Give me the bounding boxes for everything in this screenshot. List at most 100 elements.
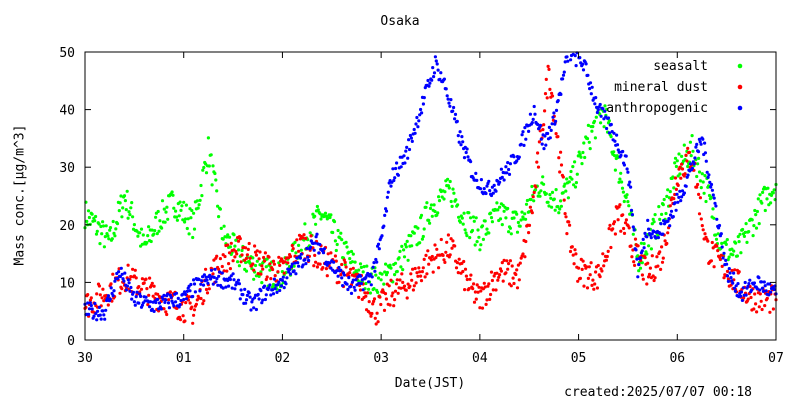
data-point <box>202 299 206 303</box>
data-point <box>437 195 441 199</box>
data-point <box>448 253 452 257</box>
data-point <box>673 176 678 180</box>
data-point <box>677 152 681 156</box>
data-point <box>578 153 582 157</box>
data-point <box>86 209 91 213</box>
data-point <box>544 192 548 196</box>
data-point <box>554 132 558 136</box>
data-point <box>592 287 596 291</box>
data-point <box>174 209 178 213</box>
data-point <box>754 226 759 230</box>
data-point <box>649 247 654 251</box>
data-point <box>436 211 440 215</box>
data-point <box>484 191 488 196</box>
data-point <box>196 206 200 210</box>
data-point <box>667 217 671 221</box>
data-point <box>737 240 741 244</box>
data-point <box>230 286 234 290</box>
data-point <box>435 247 439 251</box>
data-point <box>376 242 381 246</box>
data-point <box>405 296 409 300</box>
plot-frame <box>84 51 777 341</box>
data-point <box>431 66 435 70</box>
data-point <box>732 249 736 253</box>
data-point <box>404 149 408 153</box>
data-point <box>504 271 508 275</box>
data-point <box>383 292 388 296</box>
data-point <box>244 298 249 302</box>
data-point <box>255 249 259 253</box>
data-point <box>428 81 432 85</box>
data-point <box>574 252 578 256</box>
data-point <box>219 226 223 230</box>
data-point <box>699 186 703 190</box>
data-point <box>397 256 401 260</box>
legend-label: anthropogenic <box>606 101 708 116</box>
data-point <box>753 292 757 296</box>
data-point <box>771 307 776 311</box>
data-point <box>420 270 424 274</box>
data-point <box>364 294 368 298</box>
data-point <box>627 204 631 208</box>
data-point <box>733 268 737 272</box>
data-point <box>609 245 613 250</box>
data-point <box>400 244 404 248</box>
data-point <box>516 220 521 225</box>
data-point <box>499 167 503 171</box>
data-point <box>183 220 187 224</box>
data-point <box>672 197 676 201</box>
data-point <box>769 193 774 197</box>
data-point <box>273 274 277 278</box>
data-point <box>209 277 213 281</box>
data-point <box>573 185 578 189</box>
data-point <box>452 191 456 195</box>
data-point <box>307 258 311 262</box>
data-point <box>557 156 561 160</box>
data-point <box>661 203 665 207</box>
data-point <box>709 259 714 263</box>
data-point <box>392 304 396 308</box>
data-point <box>753 208 757 213</box>
data-point <box>150 307 154 311</box>
data-point <box>714 237 719 241</box>
data-point <box>617 150 621 154</box>
data-point <box>748 278 752 282</box>
data-point <box>409 234 413 238</box>
data-point <box>703 174 707 178</box>
data-point <box>393 273 397 277</box>
data-point <box>742 234 747 238</box>
data-point <box>490 278 494 283</box>
x-tick-label: 01 <box>176 351 192 366</box>
data-point <box>510 264 514 268</box>
data-point <box>705 170 709 174</box>
data-point <box>772 287 776 292</box>
data-point <box>160 199 165 203</box>
data-point <box>612 220 617 224</box>
data-point <box>102 313 106 317</box>
data-point <box>252 306 256 310</box>
data-point <box>422 96 426 100</box>
data-point <box>451 239 455 243</box>
data-point <box>559 204 564 208</box>
data-point <box>152 309 156 313</box>
data-point <box>620 186 625 190</box>
data-point <box>217 274 221 278</box>
data-point <box>332 260 336 264</box>
data-point <box>304 262 308 266</box>
data-point <box>106 303 110 307</box>
data-point <box>669 213 673 217</box>
data-point <box>225 269 229 273</box>
data-point <box>671 175 675 179</box>
x-tick-label: 06 <box>669 351 685 366</box>
data-point <box>465 277 469 282</box>
data-point <box>704 159 708 163</box>
data-point <box>442 197 446 201</box>
data-point <box>680 189 685 193</box>
data-point <box>630 213 635 217</box>
data-point <box>658 250 662 254</box>
data-point <box>669 209 674 213</box>
data-point <box>695 142 699 146</box>
data-point <box>201 302 205 306</box>
data-point <box>206 281 210 285</box>
